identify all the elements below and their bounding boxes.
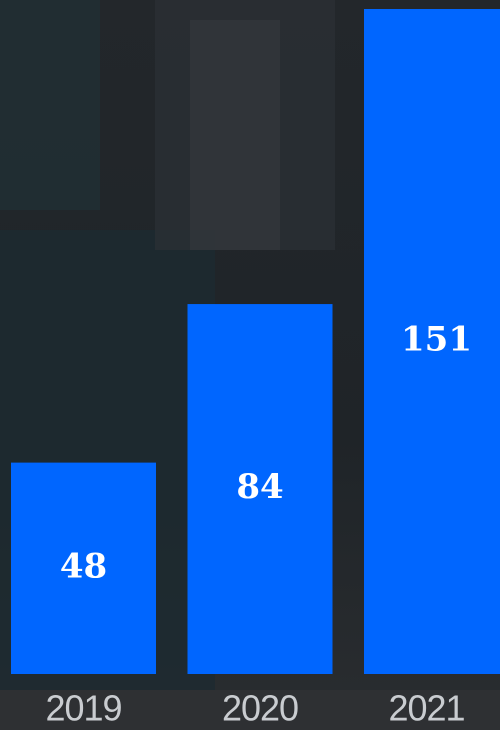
x-tick-label: 2019 [45,688,121,729]
x-tick-label: 2021 [388,688,464,729]
value-label: 151 [401,320,472,360]
value-label: 84 [236,467,283,507]
x-tick-label: 2020 [222,688,298,729]
value-label: 48 [60,546,107,586]
chart: 48 2019 84 2020 151 2021 [0,0,500,730]
